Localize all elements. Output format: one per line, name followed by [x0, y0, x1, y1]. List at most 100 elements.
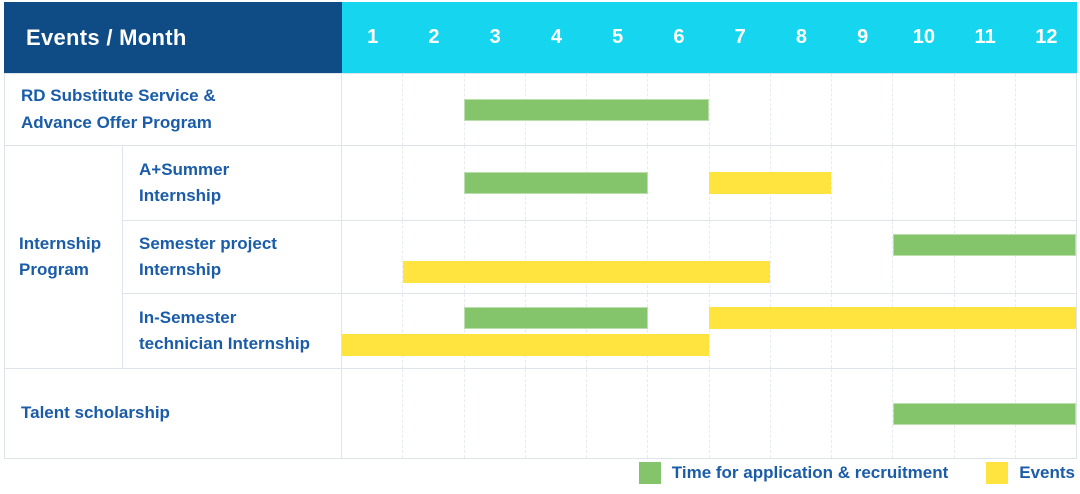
legend-label: Time for application & recruitment [671, 463, 949, 482]
month-gridline-column [769, 294, 831, 368]
month-gridline-column [342, 146, 402, 220]
month-gridline-column [586, 221, 647, 293]
month-gridline-column [402, 221, 463, 293]
month-gridline-column [647, 146, 708, 220]
month-gridline-column [831, 221, 892, 293]
month-gridline-column [708, 369, 770, 458]
month-label: 1 [367, 26, 379, 48]
label-line: technician Internship [139, 334, 310, 353]
gantt-bar-application [892, 402, 1076, 425]
label-line: Internship [19, 233, 102, 253]
month-gridline-column [647, 221, 708, 293]
event-label: A+Summer Internship [123, 145, 342, 220]
month-gridline-column [892, 221, 953, 293]
chart-cell [342, 220, 1076, 293]
legend-item-application: Time for application & recruitment [638, 462, 949, 484]
chart-cell [342, 145, 1076, 220]
month-gridline-column [402, 369, 463, 458]
month-gridline-column [586, 369, 647, 458]
legend-label: Events [1019, 463, 1075, 482]
month-gridline-column [953, 74, 1015, 145]
chart-cell [342, 293, 1076, 368]
legend: Time for application & recruitment Events [638, 462, 1075, 484]
month-label: 2 [428, 26, 440, 48]
month-gridline-column [647, 369, 708, 458]
label-line: RD Substitute Service & [21, 86, 216, 106]
gantt-bar-events [709, 307, 1076, 329]
event-label: Semester project Internship [123, 220, 342, 293]
chart-cell [342, 73, 1076, 145]
gantt-bar-application [464, 98, 709, 121]
event-label: RD Substitute Service & Advance Offer Pro… [5, 73, 342, 145]
month-gridline-column [769, 369, 831, 458]
month-gridline-column [524, 369, 586, 458]
month-gridline-column [769, 74, 831, 145]
month-label: 5 [612, 26, 624, 48]
month-gridline-column [463, 369, 525, 458]
month-gridline-column [463, 74, 525, 145]
legend-swatch-events [986, 462, 1009, 484]
month-gridline-column [342, 221, 402, 293]
month-label: 3 [489, 26, 501, 48]
label-line: Internship [139, 186, 222, 205]
event-label: In-Semester technician Internship [123, 293, 342, 368]
month-label: 11 [974, 26, 996, 48]
gantt-table: Events / Month 1 2 3 4 5 6 7 8 9 10 11 12 Internshi… [4, 2, 1077, 459]
gantt-bar-application [892, 234, 1076, 256]
month-gridline-column [1014, 221, 1076, 293]
event-label: Talent scholarship [5, 368, 342, 458]
month-label: 7 [734, 26, 746, 48]
month-gridline-column [708, 74, 770, 145]
label-line: A+Summer [139, 159, 230, 179]
gantt-bar-application [464, 307, 648, 329]
month-gridline-column [953, 221, 1015, 293]
month-gridline-column [1014, 294, 1076, 368]
month-gridline-column [524, 221, 586, 293]
label-line: Semester project [139, 233, 277, 253]
gantt-bar-events [342, 334, 709, 356]
month-gridline-column [402, 146, 463, 220]
label-line: Advance Offer Program [21, 112, 212, 132]
month-gridline-column [463, 221, 525, 293]
month-gridline-column [342, 74, 402, 145]
month-label: 6 [673, 26, 685, 48]
label-line: Program [19, 260, 89, 279]
gantt-bar-events [403, 261, 771, 283]
label-line: Internship [139, 260, 222, 279]
month-gridline-column [769, 221, 831, 293]
month-gridline-column [524, 294, 586, 368]
corner-label: Events / Month [26, 24, 187, 50]
month-gridline-column [953, 294, 1015, 368]
month-gridline-column [402, 294, 463, 368]
legend-swatch-application [638, 462, 661, 484]
month-gridline-column [463, 294, 525, 368]
gantt-bar-application [464, 172, 648, 194]
month-gridline-column [892, 146, 953, 220]
gantt-bar-events [709, 172, 832, 194]
month-gridline-column [342, 369, 402, 458]
month-gridline-column [831, 369, 892, 458]
month-gridline-column [892, 294, 953, 368]
month-gridline-column [831, 294, 892, 368]
month-gridline-column [463, 146, 525, 220]
month-label: 8 [795, 26, 807, 48]
month-gridline-column [892, 74, 953, 145]
month-gridline-column [1014, 146, 1076, 220]
month-gridline-column [402, 74, 463, 145]
month-gridline-column [586, 294, 647, 368]
table-header-corner: Events / Month [4, 2, 342, 73]
month-gridline-column [708, 294, 770, 368]
month-gridline-column [831, 146, 892, 220]
month-gridline-column [708, 221, 770, 293]
month-label: 9 [857, 26, 869, 48]
month-gridline-column [647, 294, 708, 368]
month-gridline-column [342, 294, 402, 368]
month-label: 4 [550, 26, 562, 48]
month-gridline-column [1014, 74, 1076, 145]
month-gridline-column [831, 74, 892, 145]
label-line: In-Semester [139, 307, 237, 327]
month-gridline-column [953, 146, 1015, 220]
month-label: 10 [912, 26, 935, 48]
chart-cell [342, 368, 1076, 458]
